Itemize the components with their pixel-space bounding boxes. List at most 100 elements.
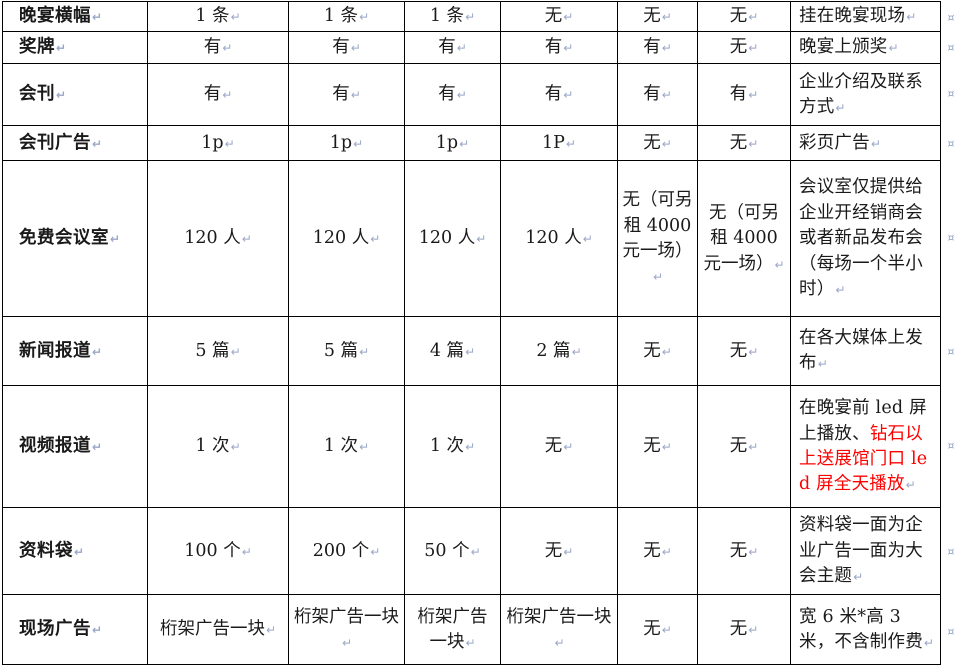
- paragraph-mark-icon: ↵: [661, 136, 672, 151]
- cell-journal-ad-c1: 1p↵: [147, 125, 289, 162]
- paragraph-mark-icon: ↵: [571, 344, 582, 359]
- row-label-journal: 会刊↵: [2, 63, 148, 127]
- paragraph-mark-icon: ↵: [465, 635, 476, 650]
- paragraph-mark-icon: ↵: [465, 440, 476, 455]
- cell-journal-c5: 有↵: [617, 63, 698, 127]
- paragraph-mark-icon: ↵: [359, 344, 370, 359]
- paragraph-mark-icon: ↵: [476, 232, 487, 247]
- cell-journal-c1: 有↵: [147, 63, 289, 127]
- paragraph-mark-icon: ↵: [230, 440, 241, 455]
- cell-meeting-c2: 120 人↵: [288, 160, 405, 318]
- cell-medal-c4: 有↵: [500, 31, 618, 65]
- paragraph-mark-icon: ↵: [241, 232, 252, 247]
- cell-meeting-c3: 120 人↵: [404, 160, 501, 318]
- row-end-mark-icon: ¤: [947, 345, 955, 358]
- paragraph-mark-icon: ↵: [222, 41, 233, 56]
- paragraph-mark-icon: ↵: [465, 10, 476, 24]
- row-label-material-bag: 资料袋↵: [2, 507, 148, 596]
- cell-news-c5: 无↵: [617, 316, 698, 387]
- cell-news-note: 在各大媒体上发布↵: [790, 316, 941, 387]
- row-end-mark-icon: ¤: [947, 41, 955, 54]
- cell-video-c4: 无↵: [500, 385, 618, 509]
- paragraph-mark-icon: ↵: [230, 344, 241, 359]
- paragraph-mark-icon: ↵: [92, 136, 103, 151]
- paragraph-mark-icon: ↵: [370, 232, 381, 247]
- row-end-mark-icon: ¤: [947, 87, 955, 100]
- cell-banner-c4: 无↵: [500, 0, 618, 33]
- paragraph-mark-icon: ↵: [110, 232, 121, 247]
- row-label-free-meeting-room: 免费会议室↵: [2, 160, 148, 318]
- row-end-mark-icon: ¤: [947, 625, 955, 638]
- cell-medal-c2: 有↵: [288, 31, 405, 65]
- paragraph-mark-icon: ↵: [92, 440, 103, 455]
- paragraph-mark-icon: ↵: [554, 635, 565, 650]
- cell-journal-c2: 有↵: [288, 63, 405, 127]
- paragraph-mark-icon: ↵: [465, 344, 476, 359]
- paragraph-mark-icon: ↵: [661, 440, 672, 455]
- paragraph-mark-icon: ↵: [923, 635, 935, 650]
- table-row: 资料袋↵ 100 个↵ 200 个↵ 50 个↵ 无↵ 无↵ 无↵ 资料袋一面为…: [2, 507, 941, 596]
- cell-bag-c2: 200 个↵: [288, 507, 405, 596]
- paragraph-mark-icon: ↵: [835, 100, 846, 115]
- cell-news-c1: 5 篇↵: [147, 316, 289, 387]
- paragraph-mark-icon: ↵: [350, 41, 361, 56]
- paragraph-mark-icon: ↵: [456, 41, 467, 56]
- table-row: 晚宴横幅↵ 1 条↵ 1 条↵ 1 条↵ 无↵ 无↵ 无↵ 挂在晚宴现场↵: [2, 0, 941, 33]
- row-end-mark-column: ¤ ¤ ¤ ¤ ¤ ¤ ¤ ¤ ¤: [944, 0, 961, 671]
- video-note-plain: 在晚宴前 led 屏上播放、: [799, 398, 927, 444]
- paragraph-mark-icon: ↵: [853, 570, 864, 585]
- paragraph-mark-icon: ↵: [230, 10, 241, 24]
- cell-medal-c5: 有↵: [617, 31, 698, 65]
- paragraph-mark-icon: ↵: [56, 88, 67, 103]
- paragraph-mark-icon: ↵: [370, 544, 381, 559]
- paragraph-mark-icon: ↵: [774, 257, 785, 272]
- paragraph-mark-icon: ↵: [905, 478, 916, 493]
- paragraph-mark-icon: ↵: [563, 544, 574, 559]
- cell-journal-c3: 有↵: [404, 63, 501, 127]
- cell-video-c5: 无↵: [617, 385, 698, 509]
- paragraph-mark-icon: ↵: [748, 41, 759, 56]
- paragraph-mark-icon: ↵: [748, 440, 759, 455]
- paragraph-mark-icon: ↵: [748, 88, 759, 103]
- paragraph-mark-icon: ↵: [92, 623, 103, 638]
- cell-journal-note: 企业介绍及联系方式↵: [790, 63, 941, 127]
- cell-bag-c6: 无↵: [697, 507, 791, 596]
- paragraph-mark-icon: ↵: [906, 10, 917, 24]
- table-row: 免费会议室↵ 120 人↵ 120 人↵ 120 人↵ 120 人↵ 无（可另租…: [2, 160, 941, 318]
- paragraph-mark-icon: ↵: [661, 41, 672, 56]
- paragraph-mark-icon: ↵: [565, 136, 576, 151]
- row-label-medal: 奖牌↵: [2, 31, 148, 65]
- cell-journal-c6: 有↵: [697, 63, 791, 127]
- paragraph-mark-icon: ↵: [661, 344, 672, 359]
- paragraph-mark-icon: ↵: [748, 10, 759, 24]
- paragraph-mark-icon: ↵: [359, 440, 370, 455]
- paragraph-mark-icon: ↵: [92, 10, 103, 24]
- table-row: 会刊广告↵ 1p↵ 1p↵ 1p↵ 1P↵ 无↵ 无↵ 彩页广告↵: [2, 125, 941, 162]
- cell-banner-c1: 1 条↵: [147, 0, 289, 33]
- cell-onsite-c5: 无↵: [617, 594, 698, 666]
- row-label-video-report: 视频报道↵: [2, 385, 148, 509]
- cell-medal-c3: 有↵: [404, 31, 501, 65]
- paragraph-mark-icon: ↵: [470, 544, 481, 559]
- cell-banner-c3: 1 条↵: [404, 0, 501, 33]
- row-end-mark-icon: ¤: [947, 439, 955, 452]
- paragraph-mark-icon: ↵: [56, 41, 67, 56]
- cell-bag-note: 资料袋一面为企业广告一面为大会主题↵: [790, 507, 941, 596]
- video-note-highlight: 钻石以上送展馆门口 led 屏全天播放: [799, 423, 928, 495]
- cell-banner-c6: 无↵: [697, 0, 791, 33]
- paragraph-mark-icon: ↵: [359, 10, 370, 24]
- paragraph-mark-icon: ↵: [563, 10, 574, 24]
- paragraph-mark-icon: ↵: [222, 88, 233, 103]
- row-end-mark-icon: ¤: [947, 137, 955, 150]
- paragraph-mark-icon: ↵: [563, 88, 574, 103]
- paragraph-mark-icon: ↵: [353, 136, 364, 151]
- cell-news-c2: 5 篇↵: [288, 316, 405, 387]
- paragraph-mark-icon: ↵: [350, 88, 361, 103]
- cell-news-c3: 4 篇↵: [404, 316, 501, 387]
- paragraph-mark-icon: ↵: [265, 623, 277, 638]
- row-label-banner: 晚宴横幅↵: [2, 0, 148, 33]
- cell-onsite-c3: 桁架广告一块↵: [404, 594, 501, 666]
- paragraph-mark-icon: ↵: [456, 88, 467, 103]
- cell-video-note: 在晚宴前 led 屏上播放、钻石以上送展馆门口 led 屏全天播放↵: [790, 385, 941, 509]
- cell-meeting-c1: 120 人↵: [147, 160, 289, 318]
